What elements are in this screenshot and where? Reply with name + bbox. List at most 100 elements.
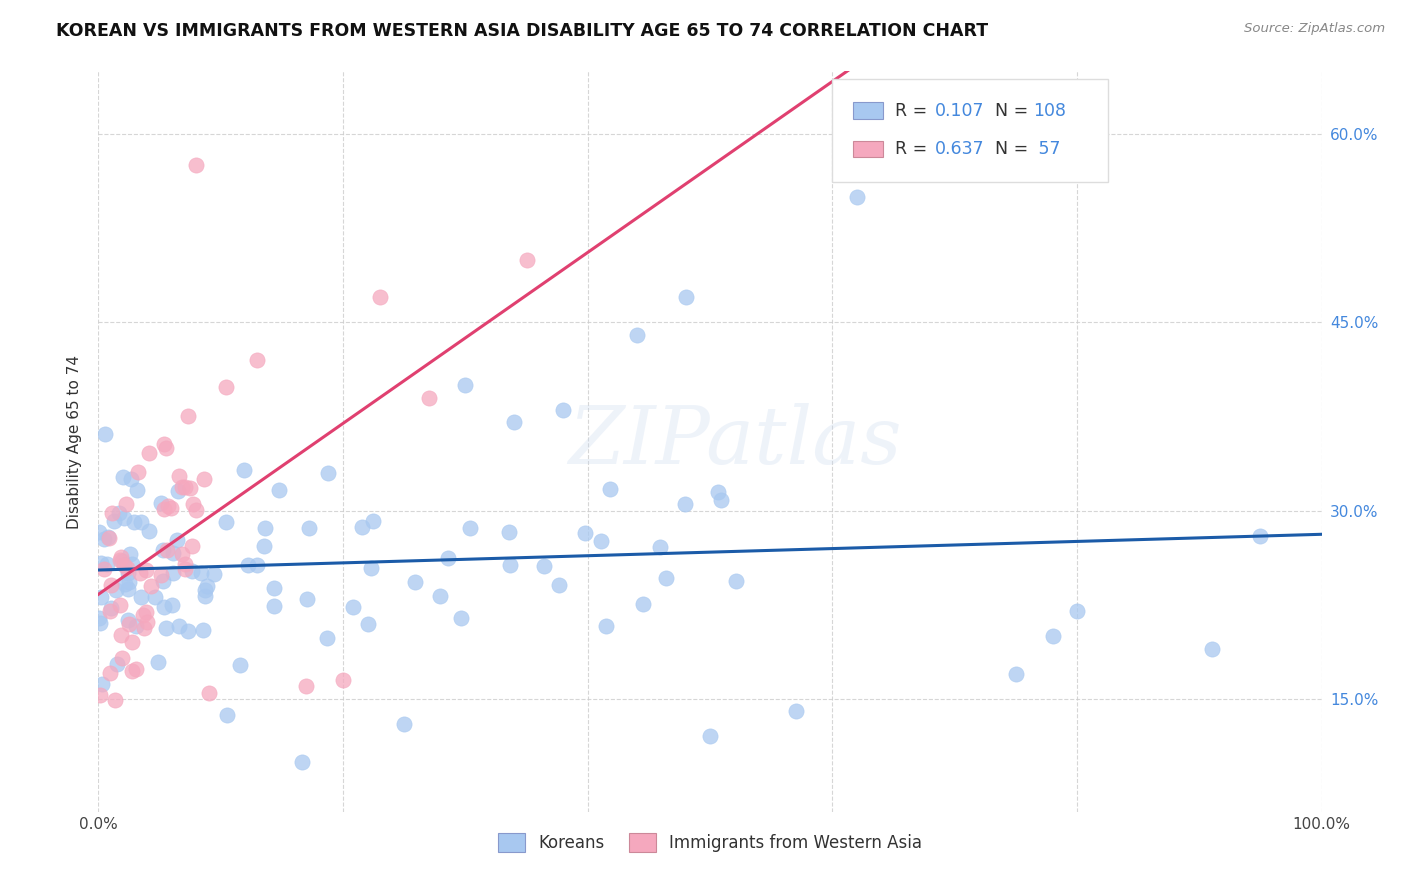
Point [138, 524, 160, 538]
Point [93, 562, 115, 576]
Point [295, 592, 318, 607]
Point [352, 520, 374, 534]
Point [131, 608, 153, 623]
Point [118, 547, 141, 561]
Point [105, 657, 128, 671]
FancyBboxPatch shape [853, 103, 883, 119]
Point [1042, 629, 1064, 643]
FancyBboxPatch shape [832, 78, 1108, 183]
Point [233, 463, 256, 477]
Point [118, 574, 141, 589]
Point [167, 469, 190, 483]
Legend: Koreans, Immigrants from Western Asia: Koreans, Immigrants from Western Asia [491, 826, 929, 859]
Point [173, 562, 195, 576]
Point [117, 566, 139, 580]
Point [167, 619, 190, 633]
Point [533, 559, 555, 574]
Text: 0.637: 0.637 [935, 140, 986, 158]
Text: 0.107: 0.107 [935, 102, 984, 120]
Point [318, 466, 340, 480]
Point [115, 498, 138, 512]
Point [89, 615, 111, 630]
Point [193, 623, 215, 637]
Point [263, 581, 285, 595]
Point [267, 483, 290, 497]
Point [194, 589, 217, 603]
Point [93, 532, 115, 546]
Point [179, 481, 201, 495]
Point [195, 579, 218, 593]
Point [454, 378, 477, 392]
Point [110, 598, 132, 612]
Point [152, 542, 174, 557]
Point [845, 190, 868, 204]
Point [135, 605, 157, 619]
Point [111, 554, 134, 568]
Point [138, 446, 160, 460]
Point [707, 485, 730, 500]
Point [108, 506, 131, 520]
Point [166, 533, 188, 548]
Point [404, 574, 426, 589]
Point [498, 558, 520, 572]
Point [215, 707, 238, 722]
Text: R =: R = [896, 140, 932, 158]
Point [160, 501, 183, 516]
Point [503, 415, 526, 429]
Point [90, 590, 112, 604]
Point [553, 403, 575, 417]
Point [129, 566, 152, 580]
Point [360, 560, 382, 574]
Point [181, 497, 204, 511]
Point [153, 437, 176, 451]
Point [89, 688, 111, 702]
Point [155, 621, 177, 635]
Point [162, 566, 184, 580]
Point [143, 590, 166, 604]
Point [177, 409, 200, 424]
Point [101, 506, 124, 520]
Point [87, 524, 110, 539]
Point [87, 611, 110, 625]
Point [111, 470, 134, 484]
Point [156, 542, 179, 557]
Text: N =: N = [995, 140, 1033, 158]
Point [186, 159, 208, 173]
Point [181, 564, 204, 578]
Point [114, 577, 136, 591]
Point [121, 664, 143, 678]
Point [110, 550, 132, 565]
Point [595, 619, 617, 633]
Point [654, 571, 676, 585]
Point [97, 530, 120, 544]
Point [1066, 604, 1088, 618]
Point [197, 685, 219, 699]
Point [190, 566, 212, 580]
Point [515, 252, 537, 267]
Point [626, 327, 648, 342]
Point [148, 655, 170, 669]
Point [589, 534, 612, 549]
Point [115, 561, 138, 575]
Point [675, 290, 697, 304]
Point [429, 589, 451, 603]
Point [229, 658, 252, 673]
Point [96, 558, 118, 572]
Point [174, 480, 197, 494]
Point [152, 574, 174, 589]
Point [574, 525, 596, 540]
Point [392, 717, 416, 731]
Point [132, 621, 155, 635]
Point [98, 604, 121, 618]
Point [246, 558, 269, 573]
Point [103, 514, 125, 528]
Point [90, 556, 112, 570]
Text: 108: 108 [1033, 102, 1066, 120]
Point [155, 442, 177, 456]
Point [166, 484, 188, 499]
Point [104, 693, 127, 707]
Point [186, 503, 208, 517]
Point [135, 563, 157, 577]
Point [111, 651, 134, 665]
Point [150, 567, 173, 582]
